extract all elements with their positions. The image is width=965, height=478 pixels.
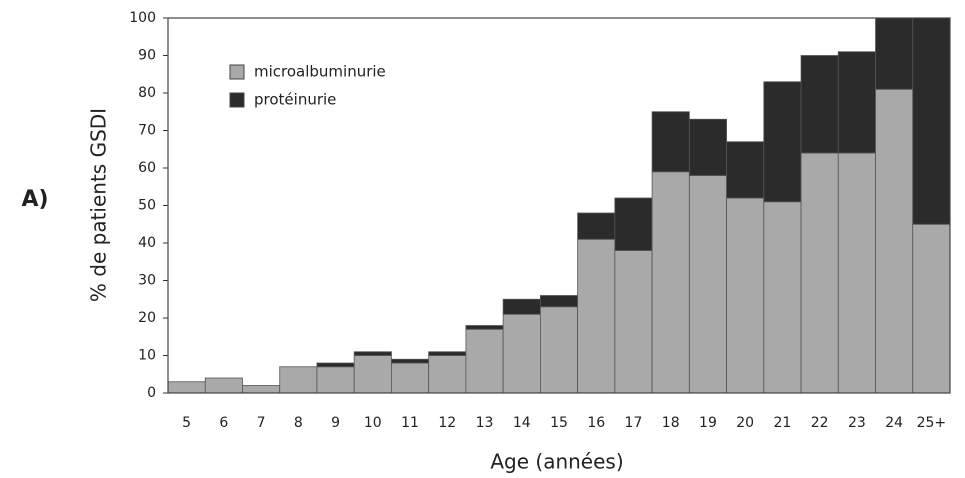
x-tick-label: 12: [438, 415, 456, 431]
bar-segment: [391, 362, 430, 394]
bar-segment: [279, 366, 318, 394]
bar-segment: [837, 51, 876, 154]
bar-segment: [539, 295, 579, 308]
legend-label: protéinurie: [254, 91, 336, 109]
bar-segment: [316, 362, 355, 368]
bar-segment: [763, 201, 802, 394]
bar-segment: [353, 355, 392, 394]
bar-segment: [353, 351, 392, 356]
plot-frame: [167, 17, 951, 394]
x-tick-label: 9: [331, 415, 340, 431]
x-tick-label: 23: [848, 415, 866, 431]
legend-swatch: [229, 92, 245, 108]
bar-segment: [726, 197, 765, 394]
y-tick-label: 30: [138, 273, 156, 289]
x-tick-label: 22: [811, 415, 829, 431]
x-tick-label: 20: [736, 415, 754, 431]
bar-segment: [428, 351, 467, 356]
bar-segment: [539, 306, 579, 394]
bar-segment: [502, 298, 541, 315]
bar-segment: [614, 250, 653, 394]
bar-segment: [800, 55, 839, 154]
bar-segment: [242, 385, 281, 394]
x-tick-label: 18: [662, 415, 680, 431]
bar-segment: [912, 17, 951, 225]
x-tick-label: 17: [625, 415, 643, 431]
bar-segment: [465, 328, 504, 394]
x-tick-label: 19: [699, 415, 717, 431]
bar-segment: [763, 81, 802, 203]
y-tick-label: 50: [138, 198, 156, 214]
bar-segment: [316, 366, 355, 394]
bar-segment: [167, 381, 206, 394]
x-tick-label: 13: [476, 415, 494, 431]
bar-segment: [912, 223, 951, 394]
y-tick-label: 40: [138, 235, 156, 251]
y-tick-label: 100: [129, 10, 156, 26]
x-tick-label: 25+: [917, 415, 947, 431]
bar-segment: [577, 238, 616, 394]
x-tick-label: 16: [587, 415, 605, 431]
bar-segment: [465, 325, 504, 330]
bar-segment: [502, 313, 541, 394]
y-axis-label: % de patients GSDI: [87, 108, 111, 302]
bar-segment: [428, 355, 467, 394]
x-tick-label: 5: [182, 415, 191, 431]
x-tick-label: 14: [513, 415, 531, 431]
y-tick-label: 70: [138, 123, 156, 139]
bar-segment: [391, 358, 430, 364]
x-tick-label: 6: [219, 415, 228, 431]
y-tick-label: 10: [138, 348, 156, 364]
panel-label: A): [21, 187, 48, 212]
x-tick-label: 7: [257, 415, 266, 431]
bar-segment: [204, 377, 243, 394]
bar-segment: [614, 197, 653, 251]
bar-segment: [688, 118, 727, 176]
bar-segment: [875, 17, 914, 90]
bar-segment: [688, 175, 727, 394]
y-tick-label: 90: [138, 48, 156, 64]
x-tick-label: 10: [364, 415, 382, 431]
y-tick-label: 0: [147, 385, 156, 401]
y-tick-label: 20: [138, 310, 156, 326]
bar-segment: [875, 88, 914, 394]
x-axis-label: Age (années): [490, 450, 623, 474]
bar-segment: [577, 212, 616, 240]
legend-swatch: [229, 64, 245, 80]
x-tick-label: 15: [550, 415, 568, 431]
x-tick-label: 21: [774, 415, 792, 431]
y-tick-label: 80: [138, 85, 156, 101]
bar-segment: [837, 152, 876, 394]
bar-segment: [651, 111, 690, 173]
y-tick-label: 60: [138, 160, 156, 176]
bar-segment: [651, 171, 690, 394]
bar-segment: [800, 152, 839, 394]
x-tick-label: 24: [885, 415, 903, 431]
x-tick-label: 8: [294, 415, 303, 431]
legend-label: microalbuminurie: [254, 63, 386, 81]
x-tick-label: 11: [401, 415, 419, 431]
bar-segment: [726, 141, 765, 199]
